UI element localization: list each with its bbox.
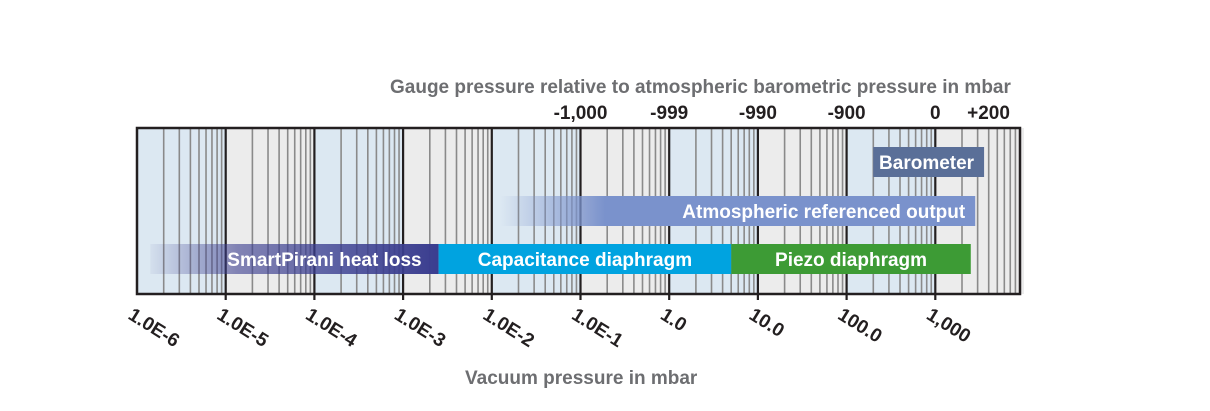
vacuum-tick-label: 1.0E-6 xyxy=(124,304,183,351)
range-bar xyxy=(500,196,976,226)
diagram-frame xyxy=(135,126,1022,296)
gauge-pressure-label: 0 xyxy=(930,103,941,124)
vacuum-tick-label: 1.0 xyxy=(657,304,691,336)
gauge-pressure-label: -999 xyxy=(650,103,688,124)
range-bar-label: Capacitance diaphragm xyxy=(478,250,692,271)
range-bar xyxy=(150,244,439,274)
vacuum-tick-label: 1.0E-2 xyxy=(479,304,538,351)
range-bar-label: Atmospheric referenced output xyxy=(682,202,966,223)
range-bar xyxy=(873,147,985,177)
gauge-pressure-label: -900 xyxy=(828,103,866,124)
gauge-labels: -1,000 -999 -990 -900 0 +200 xyxy=(554,103,1010,124)
vacuum-tick-label: 1.0E-1 xyxy=(568,304,627,352)
top-axis-title: Gauge pressure relative to atmospheric b… xyxy=(390,77,1012,98)
gauge-range-bars: Barometer Atmospheric referenced output Sm… xyxy=(150,147,985,274)
range-bar xyxy=(731,244,971,274)
vacuum-tick-label: 1.0E-3 xyxy=(390,304,449,351)
vacuum-tick-label: 100.0 xyxy=(834,304,885,347)
range-bar-label: SmartPirani heat loss xyxy=(227,250,421,271)
gauge-pressure-label: -1,000 xyxy=(554,103,608,124)
range-bar-label: Barometer xyxy=(879,153,975,174)
vacuum-tick-label: 10.0 xyxy=(745,304,787,341)
vacuum-tick-label: 1,000 xyxy=(923,304,974,347)
vacuum-tick-label: 1.0E-5 xyxy=(213,304,272,352)
gauge-pressure-label: +200 xyxy=(967,103,1010,124)
bottom-axis-title: Vacuum pressure in mbar xyxy=(465,368,698,389)
gauge-pressure-label: -990 xyxy=(739,103,777,124)
range-bar xyxy=(438,244,732,274)
vacuum-tick-labels: 1.0E-6 1.0E-5 1.0E-4 1.0E-3 1.0E-2 1.0E-1 1.0 1… xyxy=(124,304,974,352)
range-bar-label: Piezo diaphragm xyxy=(775,250,927,271)
vacuum-tick-label: 1.0E-4 xyxy=(302,304,361,352)
